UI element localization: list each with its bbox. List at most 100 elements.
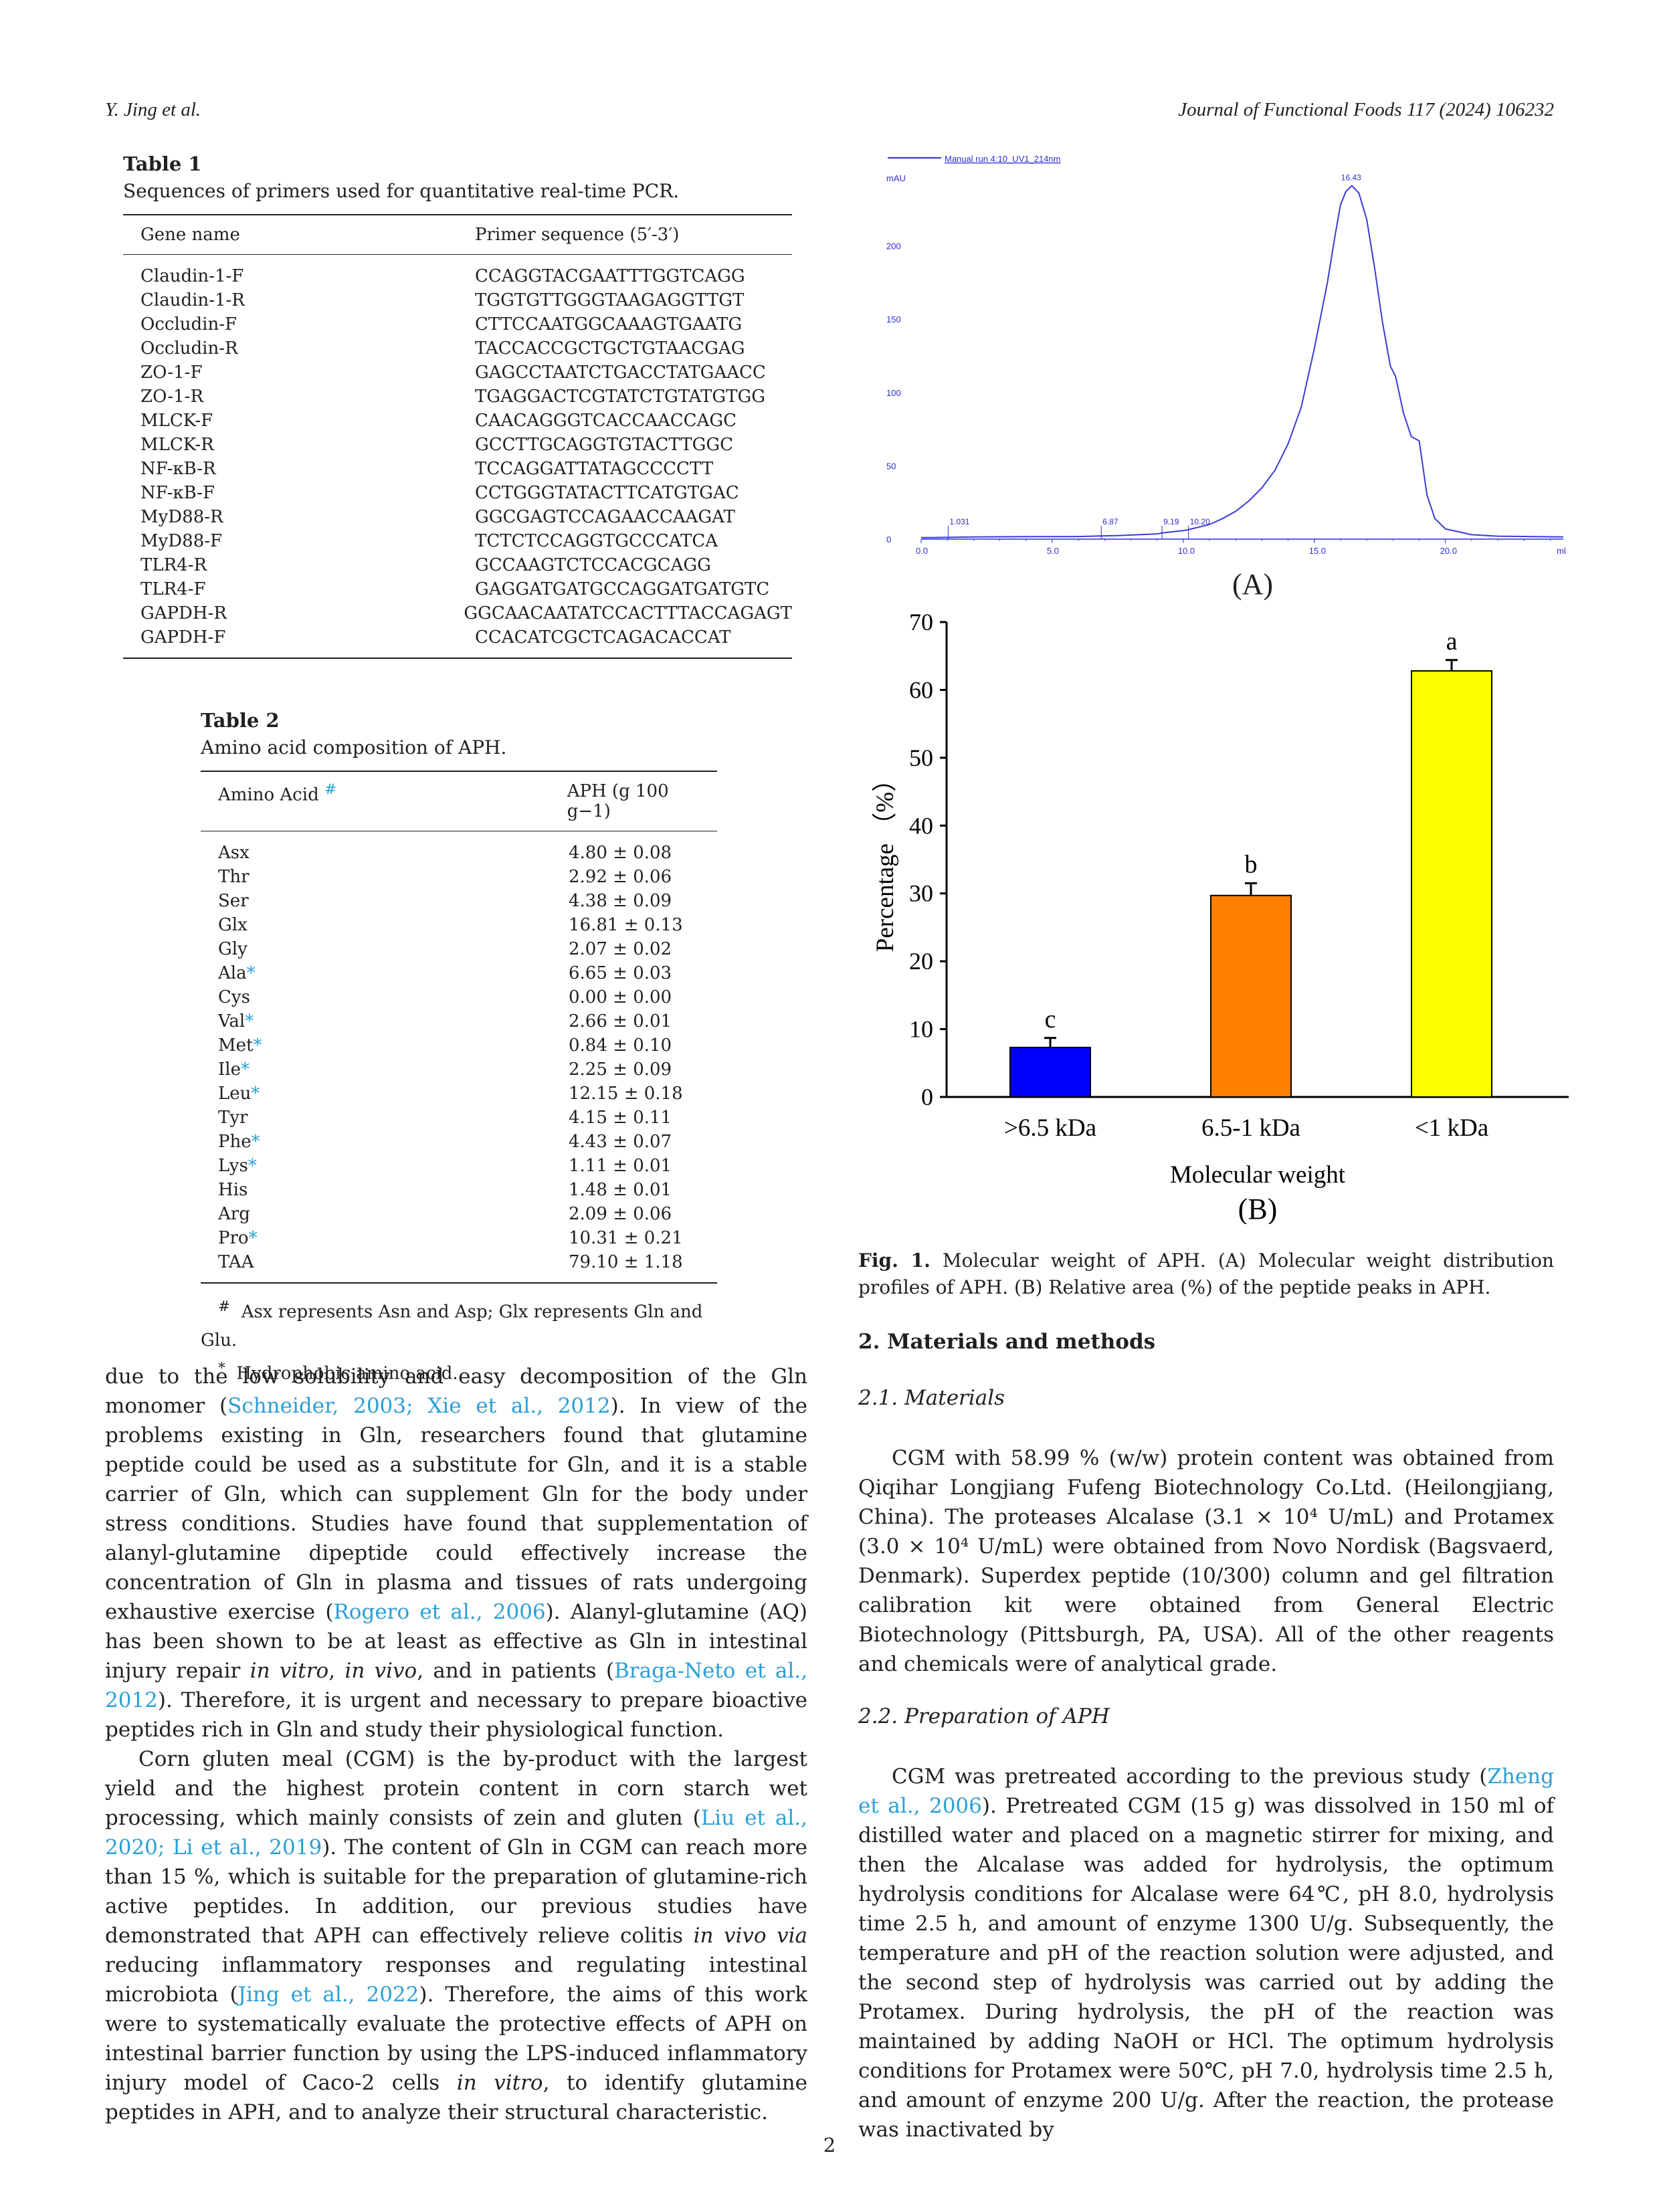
table-1: Table 1 Sequences of primers used for qu… bbox=[123, 153, 792, 659]
gene-name-cell: GAPDH-R bbox=[140, 603, 227, 623]
y-axis-title: Percentage （%） bbox=[872, 767, 899, 952]
table-row: Claudin-1-R TGGTGTTGGGTAAGAGGTTGT bbox=[123, 288, 792, 312]
section-2-2-text: CGM was pretreated according to the prev… bbox=[858, 1765, 1554, 2142]
gene-name-cell: GAPDH-F bbox=[140, 627, 226, 647]
citation-link[interactable]: Zheng et al., 2006 bbox=[858, 1765, 1554, 1818]
table-2-body: Asx 4.80 ± 0.08 Thr 2.92 ± 0.06 Ser 4.38 ± 0.… bbox=[201, 831, 717, 1282]
table-row: Val* 2.66 ± 0.01 bbox=[201, 1009, 717, 1033]
table-row: Phe* 4.43 ± 0.07 bbox=[201, 1130, 717, 1154]
table-row: Occludin-F CTTCCAATGGCAAAGTGAATG bbox=[123, 312, 792, 336]
primer-sequence-cell: GCCTTGCAGGTGTACTTGGC bbox=[475, 435, 734, 455]
table-2-footnote-2: * Hydrophobic amino acid. bbox=[218, 1359, 458, 1384]
primer-sequence-cell: GAGCCTAATCTGACCTATGAACC bbox=[475, 363, 766, 383]
y-tick-label: 0 bbox=[886, 534, 891, 544]
amino-acid-cell: Thr bbox=[218, 867, 250, 887]
table-row: Gly 2.07 ± 0.02 bbox=[201, 937, 717, 961]
aph-value-cell: 10.31 ± 0.21 bbox=[569, 1228, 683, 1248]
table-row: TAA 79.10 ± 1.18 bbox=[201, 1250, 717, 1274]
chromatogram-trace bbox=[920, 185, 1564, 538]
amino-acid-cell: Ile* bbox=[218, 1060, 250, 1080]
gene-name-cell: Claudin-1-R bbox=[140, 290, 245, 310]
citation-link[interactable]: Schneider, 2003; Xie et al., 2012 bbox=[227, 1394, 611, 1418]
table-row: MyD88-F TCTCTCCAGGTGCCCATCA bbox=[123, 529, 792, 553]
gene-name-cell: MyD88-F bbox=[140, 531, 223, 551]
gene-name-cell: MyD88-R bbox=[140, 507, 223, 527]
x-tick-label: >6.5 kDa bbox=[1004, 1114, 1096, 1142]
gene-name-cell: ZO-1-F bbox=[140, 363, 203, 383]
peak-label: 10.20 bbox=[1190, 517, 1210, 526]
citation-link[interactable]: Liu et al., 2020; Li et al., 2019 bbox=[105, 1806, 807, 1859]
significance-letter: c bbox=[1045, 1005, 1056, 1033]
paragraph-cgm: Corn gluten meal (CGM) is the by-product… bbox=[105, 1747, 807, 2124]
bar bbox=[1210, 894, 1292, 1098]
table-row: ZO-1-F GAGCCTAATCTGACCTATGAACC bbox=[123, 361, 792, 385]
table-row: ZO-1-R TGAGGACTCGTATCTGTATGTGG bbox=[123, 385, 792, 409]
primer-sequence-cell: TCTCTCCAGGTGCCCATCA bbox=[475, 531, 718, 551]
aph-value-cell: 1.48 ± 0.01 bbox=[569, 1180, 672, 1200]
x-tick-label: 0.0 bbox=[916, 546, 928, 556]
table-row: GAPDH-F CCACATCGCTCAGACACCAT bbox=[123, 625, 792, 649]
peak-label: 16.43 bbox=[1341, 173, 1361, 183]
table-row: NF-κB-R TCCAGGATTATAGCCCCTT bbox=[123, 457, 792, 481]
peak-label: 6.87 bbox=[1102, 517, 1118, 526]
aph-value-cell: 4.80 ± 0.08 bbox=[569, 843, 672, 863]
citation-link[interactable]: Jing et al., 2022 bbox=[237, 1983, 419, 2007]
peak-label: 1.031 bbox=[949, 517, 969, 526]
gene-name-cell: ZO-1-R bbox=[140, 387, 204, 407]
x-axis-title: Molecular weight bbox=[1170, 1161, 1346, 1189]
citation-link[interactable]: Braga-Neto et al., 2012 bbox=[105, 1659, 807, 1712]
x-tick-label: 10.0 bbox=[1178, 546, 1195, 556]
y-tick-label: 200 bbox=[886, 241, 901, 252]
table-2-footnote-1: # Asx represents Asn and Asp; Glx repres… bbox=[201, 1298, 703, 1350]
gene-name-cell: MLCK-R bbox=[140, 435, 214, 455]
molecular-weight-bar-chart: 0 10 20 30 40 50 60 70 c >6.5 kDa b 6.5-1 kDa a <1 kD… bbox=[872, 609, 1569, 1224]
aph-value-cell: 0.00 ± 0.00 bbox=[569, 987, 672, 1007]
y-tick-label: 10 bbox=[909, 1016, 933, 1043]
citation-link[interactable]: Rogero et al., 2006 bbox=[333, 1600, 546, 1624]
primer-sequence-cell: GGCAACAATATCCACTTTACCAGAGT bbox=[464, 603, 792, 623]
aph-value-cell: 4.43 ± 0.07 bbox=[569, 1132, 672, 1152]
gene-name-cell: Claudin-1-F bbox=[140, 266, 244, 286]
amino-acid-cell: Lys* bbox=[218, 1156, 257, 1176]
figure-1-caption: Fig. 1. Molecular weight of APH. (A) Mol… bbox=[858, 1249, 1554, 1298]
primer-sequence-cell: CAACAGGGTCACCAACCAGC bbox=[475, 411, 737, 431]
col-gene-name: Gene name bbox=[140, 225, 240, 245]
x-tick-label: 5.0 bbox=[1047, 546, 1059, 556]
gene-name-cell: Occludin-F bbox=[140, 314, 237, 334]
table-row: Thr 2.92 ± 0.06 bbox=[201, 865, 717, 889]
section-2-heading: 2. Materials and methods bbox=[858, 1330, 1156, 1354]
amino-acid-cell: His bbox=[218, 1180, 248, 1200]
primer-sequence-cell: TCCAGGATTATAGCCCCTT bbox=[475, 459, 714, 479]
table-row: GAPDH-R GGCAACAATATCCACTTTACCAGAGT bbox=[123, 601, 792, 625]
chromatogram-chart: Manual run 4:10_UV1_214nm mAU 0 50 100 150 200… bbox=[886, 154, 1566, 556]
amino-acid-cell: Gly bbox=[218, 939, 248, 959]
aph-value-cell: 2.66 ± 0.01 bbox=[569, 1011, 672, 1031]
page-number: 2 bbox=[823, 2134, 836, 2156]
y-tick-label: 60 bbox=[909, 676, 933, 703]
running-header-author: Y. Jing et al. bbox=[105, 99, 201, 120]
significance-letter: b bbox=[1245, 851, 1258, 879]
primer-sequence-cell: CCTGGGTATACTTCATGTGAC bbox=[475, 483, 739, 503]
table-row: Glx 16.81 ± 0.13 bbox=[201, 913, 717, 937]
table-row: Leu* 12.15 ± 0.18 bbox=[201, 1082, 717, 1106]
primer-sequence-cell: TGAGGACTCGTATCTGTATGTGG bbox=[475, 387, 765, 407]
amino-acid-cell: Arg bbox=[218, 1204, 250, 1224]
amino-acid-cell: Ser bbox=[218, 891, 249, 911]
amino-acid-cell: Val* bbox=[218, 1011, 254, 1031]
y-tick-label: 0 bbox=[921, 1084, 933, 1110]
aph-value-cell: 12.15 ± 0.18 bbox=[569, 1084, 683, 1104]
section-2-1-heading: 2.1. Materials bbox=[858, 1386, 1005, 1410]
y-tick-label: 20 bbox=[909, 948, 933, 975]
y-tick-label: 50 bbox=[886, 461, 896, 471]
x-unit-label: ml bbox=[1557, 546, 1566, 556]
aph-value-cell: 79.10 ± 1.18 bbox=[569, 1252, 683, 1272]
table-row: Pro* 10.31 ± 0.21 bbox=[201, 1226, 717, 1250]
table-2-header: Amino Acid # APH (g 100 g−1) bbox=[201, 772, 717, 831]
y-tick-label: 30 bbox=[909, 880, 933, 907]
y-unit-label: mAU bbox=[886, 173, 906, 183]
table-row: Met* 0.84 ± 0.10 bbox=[201, 1033, 717, 1058]
gene-name-cell: Occludin-R bbox=[140, 338, 238, 359]
primer-sequence-cell: CCAGGTACGAATTTGGTCAGG bbox=[475, 266, 745, 286]
x-tick-label: 15.0 bbox=[1309, 546, 1326, 556]
amino-acid-cell: Glx bbox=[218, 915, 248, 935]
